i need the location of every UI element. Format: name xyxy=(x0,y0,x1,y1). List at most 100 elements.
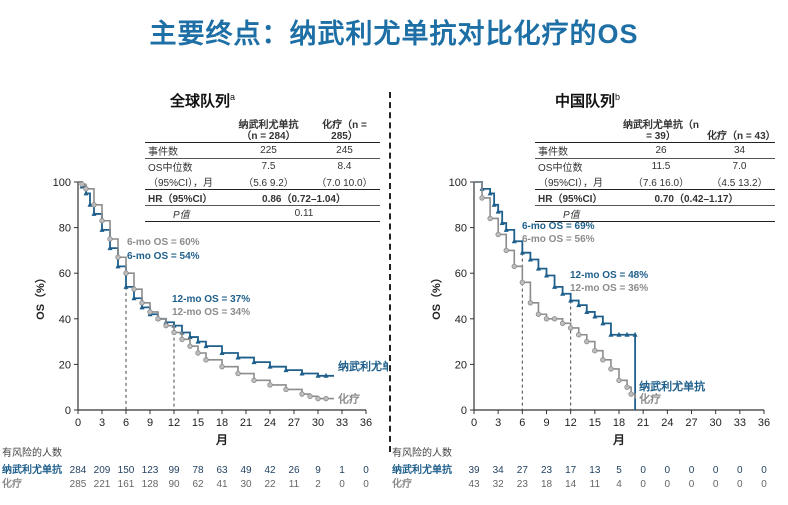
censor-mark-nivolumab xyxy=(487,190,493,196)
censor-mark-nivolumab xyxy=(560,290,566,296)
censor-mark-nivolumab xyxy=(91,210,97,216)
censor-mark-chemo xyxy=(299,391,305,397)
risk-value: 99 xyxy=(168,465,180,476)
x-tick-label: 3 xyxy=(99,417,105,429)
y-axis-label: OS（%） xyxy=(430,272,443,320)
risk-value: 0 xyxy=(689,465,695,476)
censor-mark-nivolumab xyxy=(592,313,598,319)
censor-mark-chemo xyxy=(576,332,582,338)
censor-mark-chemo xyxy=(592,348,598,354)
censor-mark-chemo xyxy=(99,218,105,224)
x-tick-label: 12 xyxy=(565,417,577,429)
y-tick-label: 100 xyxy=(53,177,71,189)
censor-mark-nivolumab xyxy=(624,331,630,337)
risk-value: 284 xyxy=(70,465,87,476)
x-tick-label: 33 xyxy=(336,417,348,429)
stats-hr-label: HR（95%CI） xyxy=(535,189,618,206)
censor-mark-chemo xyxy=(251,377,257,384)
censor-mark-nivolumab xyxy=(83,190,89,196)
x-tick-label: 24 xyxy=(661,417,673,429)
censor-mark-nivolumab xyxy=(511,238,517,244)
censor-mark-chemo xyxy=(479,195,485,201)
stats-cell: 11.5 xyxy=(618,158,704,174)
risk-value: 0 xyxy=(713,465,719,476)
risk-value: 0 xyxy=(363,465,369,476)
risk-value: 62 xyxy=(192,479,204,490)
x-tick-label: 0 xyxy=(471,417,477,429)
x-tick-label: 30 xyxy=(710,417,722,429)
risk-value: 42 xyxy=(264,465,276,476)
censor-mark-chemo xyxy=(519,279,526,286)
left-panel-title: 全球队列a xyxy=(170,90,235,111)
y-tick-label: 40 xyxy=(59,314,71,326)
stats-hr-value: 0.86（0.72–1.04） xyxy=(228,189,380,206)
x-tick-label: 6 xyxy=(519,417,525,429)
risk-value: 0 xyxy=(665,479,671,490)
os-annotation: 12-mo OS = 48% xyxy=(570,270,648,281)
risk-value: 1 xyxy=(339,465,345,476)
censor-mark-chemo xyxy=(315,395,321,402)
censor-mark-nivolumab xyxy=(544,272,549,278)
x-axis-label: 月 xyxy=(612,433,625,447)
censor-mark-nivolumab xyxy=(535,265,541,271)
y-tick-label: 20 xyxy=(59,359,71,371)
censor-mark-chemo xyxy=(584,338,590,345)
left-panel-title-sup: a xyxy=(230,92,236,102)
km-curve-nivolumab xyxy=(474,181,637,410)
stats-col-chemo: 化疗（n = 285） xyxy=(322,120,367,142)
os-annotation: 12-mo OS = 37% xyxy=(172,294,250,305)
stats-cell: （4.5 13.2） xyxy=(711,178,768,189)
censor-mark-nivolumab xyxy=(503,226,509,232)
stats-col-nivolumab: 纳武利尤单抗（n = 39） xyxy=(622,120,700,142)
risk-value: 0 xyxy=(339,479,345,490)
censor-mark-chemo xyxy=(203,357,209,363)
risk-table-title: 有风险的人数 xyxy=(392,446,452,459)
censor-mark-nivolumab xyxy=(139,304,145,310)
censor-mark-nivolumab xyxy=(267,363,273,369)
censor-mark-nivolumab xyxy=(568,297,574,303)
stats-header-blank xyxy=(145,116,228,143)
censor-mark-nivolumab xyxy=(107,245,113,251)
x-tick-label: 18 xyxy=(216,417,228,429)
censor-mark-chemo xyxy=(624,384,630,390)
risk-value: 0 xyxy=(640,465,646,476)
stats-col-chemo: 化疗（n = 43） xyxy=(707,131,776,142)
stats-header-blank xyxy=(535,116,618,143)
risk-value: 0 xyxy=(737,465,743,476)
risk-row-label-chemo: 化疗 xyxy=(2,477,22,490)
risk-value: 5 xyxy=(616,465,622,476)
series-label-chemo: 化疗 xyxy=(639,392,661,406)
risk-value: 49 xyxy=(240,465,252,476)
risk-value: 11 xyxy=(590,479,601,490)
censor-mark-chemo xyxy=(147,309,153,315)
censor-mark-chemo xyxy=(139,300,145,306)
censor-mark-chemo xyxy=(543,316,550,322)
censor-mark-nivolumab xyxy=(87,201,93,207)
x-tick-label: 27 xyxy=(685,417,697,429)
censor-mark-chemo xyxy=(503,247,509,254)
risk-value: 0 xyxy=(363,479,369,490)
x-axis-label: 月 xyxy=(215,433,228,447)
risk-value: 17 xyxy=(565,465,577,476)
left-stats-table: 纳武利尤单抗（n = 284） 化疗（n = 285） 事件数 225 245 … xyxy=(145,116,380,222)
y-tick-label: 100 xyxy=(449,177,467,189)
risk-value: 4 xyxy=(616,479,622,490)
y-tick-label: 80 xyxy=(455,223,467,235)
censor-mark-chemo xyxy=(535,311,542,317)
x-tick-label: 15 xyxy=(192,417,204,429)
risk-value: 41 xyxy=(216,479,228,490)
risk-value: 0 xyxy=(689,479,695,490)
censor-mark-nivolumab xyxy=(616,331,622,337)
y-tick-label: 60 xyxy=(455,268,467,280)
censor-mark-nivolumab xyxy=(576,302,582,308)
censor-mark-nivolumab xyxy=(235,354,241,360)
left-panel-title-text: 全球队列 xyxy=(170,93,231,110)
x-tick-label: 30 xyxy=(312,417,324,429)
stats-cell: （7.0 10.0） xyxy=(316,178,373,189)
censor-mark-nivolumab xyxy=(600,320,606,326)
stats-p-value: 0.11 xyxy=(228,205,380,222)
censor-mark-chemo xyxy=(628,391,634,397)
slide-title: 主要终点：纳武利尤单抗对比化疗的OS xyxy=(149,19,639,49)
panel-divider xyxy=(389,92,391,452)
